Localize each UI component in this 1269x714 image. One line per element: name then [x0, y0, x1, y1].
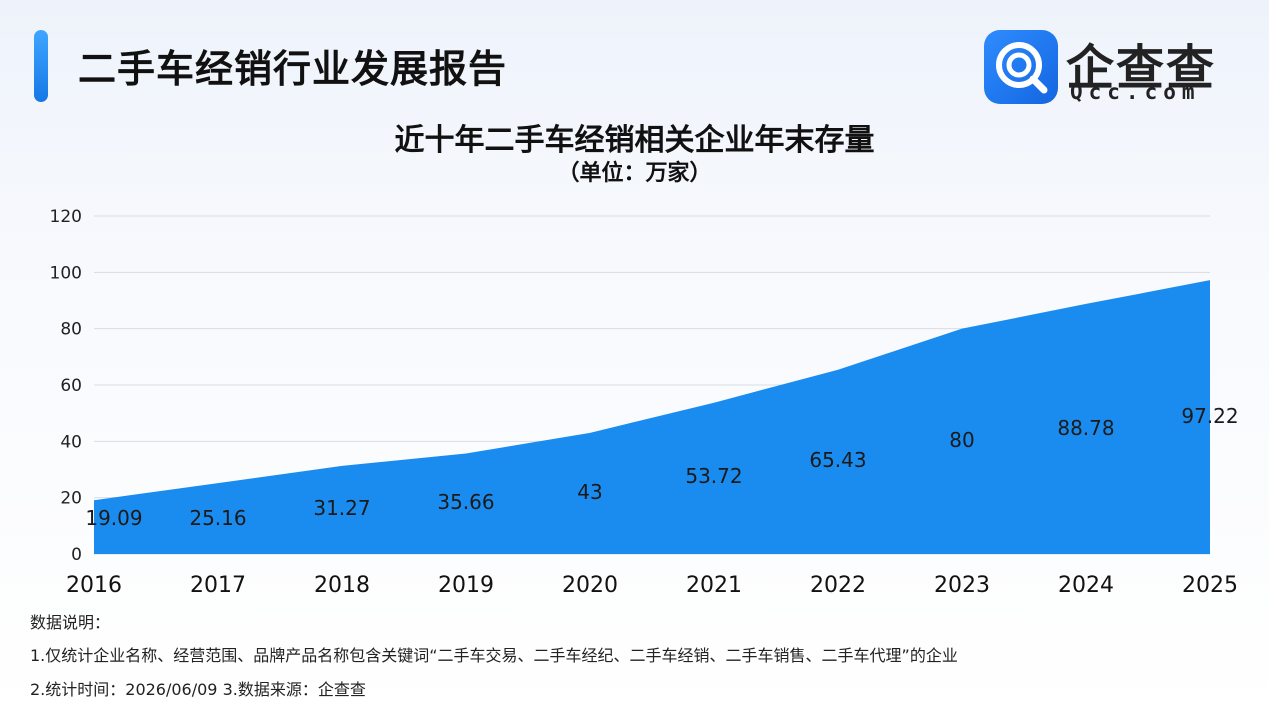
x-tick-label: 2022: [810, 573, 866, 598]
notes-line-2: 2.统计时间：2026/06/09 3.数据来源：企查查: [30, 680, 366, 699]
area-series: [94, 280, 1210, 554]
x-tick-label: 2025: [1182, 573, 1238, 598]
x-tick-label: 2017: [190, 573, 246, 598]
y-tick-label: 120: [50, 207, 82, 227]
data-label: 19.09: [85, 506, 142, 530]
chart-title: 近十年二手车经销相关企业年末存量: [394, 123, 875, 158]
data-label: 88.78: [1057, 416, 1114, 440]
data-label: 80: [949, 428, 974, 452]
report-title: 二手车经销行业发展报告: [78, 47, 508, 91]
title-accent-bar: [34, 30, 48, 102]
data-label: 31.27: [313, 496, 370, 520]
data-label: 25.16: [189, 506, 246, 530]
notes-heading: 数据说明：: [30, 613, 111, 632]
qcc-logo-icon: [984, 30, 1058, 104]
x-tick-label: 2021: [686, 573, 742, 598]
data-label: 65.43: [809, 448, 866, 472]
y-tick-label: 80: [60, 320, 82, 340]
notes-line-1: 1.仅统计企业名称、经营范围、品牌产品名称包含关键词“二手车交易、二手车经纪、二…: [30, 646, 958, 665]
logo-sub: Qcc.com: [1070, 80, 1201, 104]
logo-name: 企查查: [1066, 40, 1217, 96]
y-tick-label: 0: [71, 545, 82, 565]
x-tick-label: 2016: [66, 573, 122, 598]
area-chart: 0 20 40 60 80 100 120 2016 2017 2018 2019 2020 2021 2…: [50, 207, 1239, 598]
data-label: 43: [577, 480, 602, 504]
x-tick-label: 2019: [438, 573, 494, 598]
x-tick-label: 2020: [562, 573, 618, 598]
x-tick-label: 2023: [934, 573, 990, 598]
y-tick-label: 40: [60, 432, 82, 452]
chart-unit: （单位：万家）: [557, 161, 712, 186]
data-label: 35.66: [437, 490, 494, 514]
x-tick-label: 2018: [314, 573, 370, 598]
y-tick-label: 60: [60, 376, 82, 396]
x-tick-label: 2024: [1058, 573, 1114, 598]
data-label: 97.22: [1181, 404, 1238, 428]
y-tick-label: 100: [50, 263, 82, 283]
data-label: 53.72: [685, 464, 742, 488]
y-tick-label: 20: [60, 489, 82, 509]
